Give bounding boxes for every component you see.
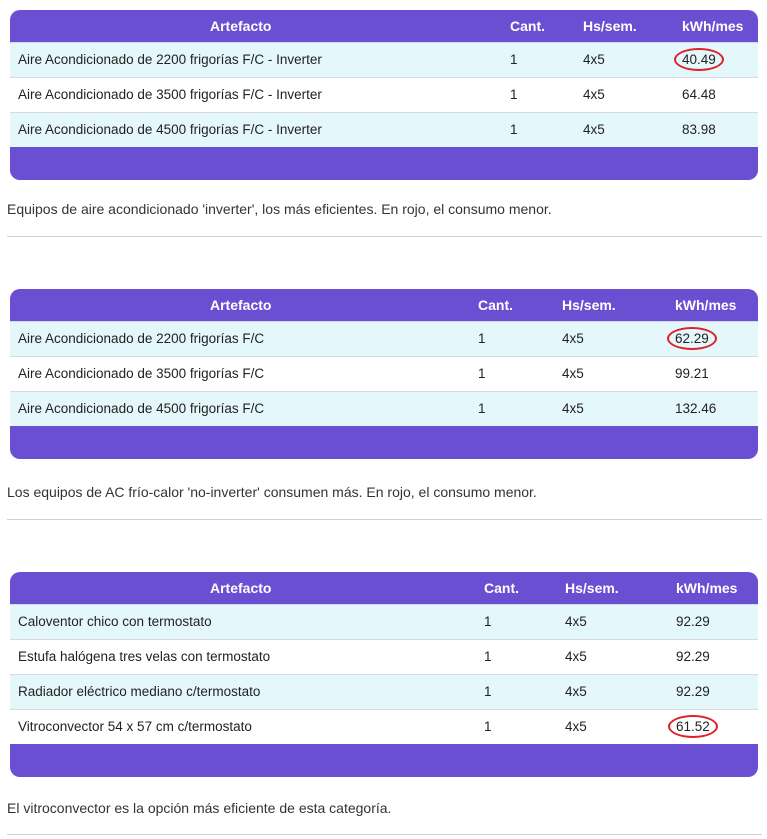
cell-kwh-mes: 61.52	[668, 715, 718, 738]
cell-cant: 1	[484, 614, 492, 629]
header-cant: Cant.	[510, 18, 545, 34]
consumption-table-1: Artefacto Cant. Hs/sem. kWh/mes Aire Aco…	[10, 10, 758, 180]
cell-artefacto: Aire Acondicionado de 3500 frigorías F/C	[18, 366, 265, 381]
table-footer	[10, 147, 758, 180]
cell-cant: 1	[478, 366, 486, 381]
cell-cant: 1	[484, 649, 492, 664]
table-row: Aire Acondicionado de 3500 frigorías F/C…	[10, 356, 758, 391]
cell-kwh-mes: 40.49	[674, 48, 724, 71]
highlight-circle: 62.29	[667, 327, 717, 350]
table-header: Artefacto Cant. Hs/sem. kWh/mes	[10, 289, 758, 321]
table-caption: Equipos de aire acondicionado 'inverter'…	[7, 201, 552, 217]
cell-cant: 1	[478, 401, 486, 416]
header-cant: Cant.	[478, 297, 513, 313]
cell-artefacto: Aire Acondicionado de 2200 frigorías F/C…	[18, 52, 322, 67]
cell-kwh-mes: 92.29	[676, 614, 710, 629]
cell-kwh-mes: 62.29	[667, 327, 717, 350]
cell-hs-sem: 4x5	[583, 52, 605, 67]
cell-kwh-mes: 92.29	[676, 684, 710, 699]
header-hs-sem: Hs/sem.	[565, 580, 619, 596]
divider	[7, 519, 762, 520]
highlight-circle: 40.49	[674, 48, 724, 71]
cell-cant: 1	[478, 331, 486, 346]
table-row: Estufa halógena tres velas con termostat…	[10, 639, 758, 674]
table-caption: El vitroconvector es la opción más efici…	[7, 800, 392, 816]
table-row: Radiador eléctrico mediano c/termostato …	[10, 674, 758, 709]
table-header: Artefacto Cant. Hs/sem. kWh/mes	[10, 10, 758, 42]
cell-hs-sem: 4x5	[562, 401, 584, 416]
cell-hs-sem: 4x5	[565, 649, 587, 664]
divider	[7, 834, 762, 835]
table-footer	[10, 744, 758, 777]
table-row: Aire Acondicionado de 4500 frigorías F/C…	[10, 391, 758, 426]
table-row: Aire Acondicionado de 3500 frigorías F/C…	[10, 77, 758, 112]
header-artefacto: Artefacto	[210, 297, 272, 313]
header-cant: Cant.	[484, 580, 519, 596]
cell-artefacto: Aire Acondicionado de 2200 frigorías F/C	[18, 331, 265, 346]
cell-kwh-mes: 64.48	[682, 87, 716, 102]
cell-kwh-mes: 132.46	[675, 401, 717, 416]
consumption-table-2: Artefacto Cant. Hs/sem. kWh/mes Aire Aco…	[10, 289, 758, 459]
table-row: Vitroconvector 54 x 57 cm c/termostato 1…	[10, 709, 758, 744]
cell-artefacto: Estufa halógena tres velas con termostat…	[18, 649, 271, 664]
cell-cant: 1	[484, 684, 492, 699]
consumption-table-3: Artefacto Cant. Hs/sem. kWh/mes Calovent…	[10, 572, 758, 777]
header-kwh-mes: kWh/mes	[682, 18, 744, 34]
cell-artefacto: Aire Acondicionado de 3500 frigorías F/C…	[18, 87, 322, 102]
cell-artefacto: Radiador eléctrico mediano c/termostato	[18, 684, 261, 699]
header-artefacto: Artefacto	[210, 18, 272, 34]
cell-artefacto: Aire Acondicionado de 4500 frigorías F/C	[18, 401, 265, 416]
table-row: Aire Acondicionado de 2200 frigorías F/C…	[10, 42, 758, 77]
cell-cant: 1	[510, 122, 518, 137]
cell-cant: 1	[484, 719, 492, 734]
cell-hs-sem: 4x5	[565, 614, 587, 629]
cell-artefacto: Caloventor chico con termostato	[18, 614, 212, 629]
cell-artefacto: Vitroconvector 54 x 57 cm c/termostato	[18, 719, 252, 734]
table-row: Aire Acondicionado de 4500 frigorías F/C…	[10, 112, 758, 147]
highlight-circle: 61.52	[668, 715, 718, 738]
table-header: Artefacto Cant. Hs/sem. kWh/mes	[10, 572, 758, 604]
cell-hs-sem: 4x5	[562, 366, 584, 381]
cell-artefacto: Aire Acondicionado de 4500 frigorías F/C…	[18, 122, 322, 137]
cell-kwh-mes: 99.21	[675, 366, 709, 381]
table-caption: Los equipos de AC frío-calor 'no-inverte…	[7, 484, 537, 500]
cell-cant: 1	[510, 52, 518, 67]
divider	[7, 236, 762, 237]
cell-cant: 1	[510, 87, 518, 102]
header-hs-sem: Hs/sem.	[583, 18, 637, 34]
table-footer	[10, 426, 758, 459]
cell-hs-sem: 4x5	[565, 719, 587, 734]
header-artefacto: Artefacto	[210, 580, 272, 596]
cell-hs-sem: 4x5	[583, 122, 605, 137]
table-row: Aire Acondicionado de 2200 frigorías F/C…	[10, 321, 758, 356]
cell-kwh-mes: 83.98	[682, 122, 716, 137]
header-kwh-mes: kWh/mes	[675, 297, 737, 313]
cell-kwh-mes: 92.29	[676, 649, 710, 664]
header-hs-sem: Hs/sem.	[562, 297, 616, 313]
cell-hs-sem: 4x5	[565, 684, 587, 699]
cell-hs-sem: 4x5	[583, 87, 605, 102]
cell-hs-sem: 4x5	[562, 331, 584, 346]
table-row: Caloventor chico con termostato 1 4x5 92…	[10, 604, 758, 639]
header-kwh-mes: kWh/mes	[676, 580, 738, 596]
